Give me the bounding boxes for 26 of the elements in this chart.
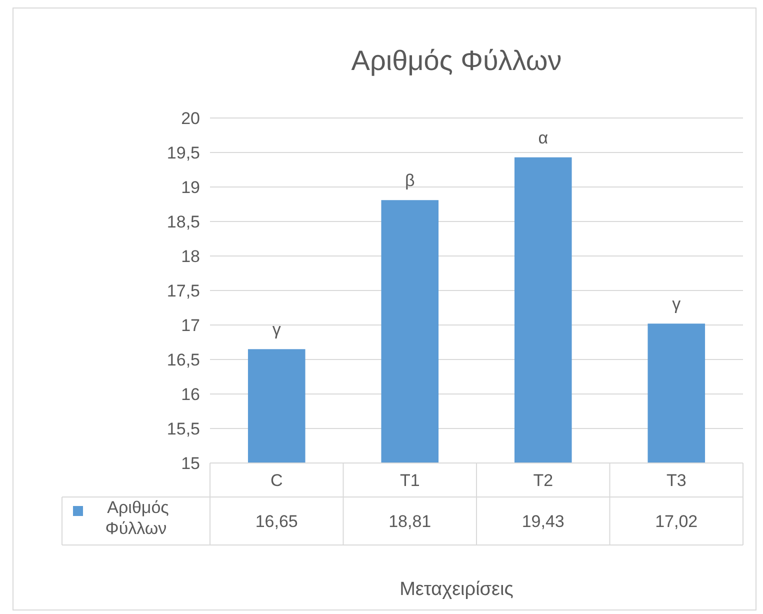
y-tick-label: 16 xyxy=(181,384,200,404)
data-label: 17,02 xyxy=(655,512,698,531)
data-label: 18,81 xyxy=(388,512,432,531)
annotation: β xyxy=(404,171,415,190)
y-tick-label: 15 xyxy=(181,454,200,473)
x-tick-label: T3 xyxy=(666,470,686,490)
y-tick-label: 18 xyxy=(181,246,200,266)
y-tick-label: 19 xyxy=(181,178,200,197)
x-axis-title: Μεταχειρίσεις xyxy=(400,579,514,600)
chart-title: Αριθμός Φύλλων xyxy=(351,45,562,76)
y-tick-label: 18,5 xyxy=(166,212,200,232)
x-tick-label: C xyxy=(270,470,283,490)
annotation: γ xyxy=(272,320,282,340)
data-label: 16,65 xyxy=(255,512,298,531)
data-label: 19,43 xyxy=(522,512,564,531)
y-tick-label: 16,5 xyxy=(166,350,200,370)
annotation: γ xyxy=(672,294,682,314)
y-tick-label: 17,5 xyxy=(166,281,200,300)
legend-label: Αριθμός Φύλλων xyxy=(105,498,169,538)
y-tick-label: 15,5 xyxy=(166,419,200,438)
annotation: α xyxy=(538,128,548,148)
y-tick-label: 17 xyxy=(181,316,200,335)
x-tick-label: T1 xyxy=(400,470,420,490)
y-tick-label: 20 xyxy=(181,108,200,128)
x-tick-label: T2 xyxy=(533,470,554,490)
y-tick-label: 19,5 xyxy=(166,143,200,162)
